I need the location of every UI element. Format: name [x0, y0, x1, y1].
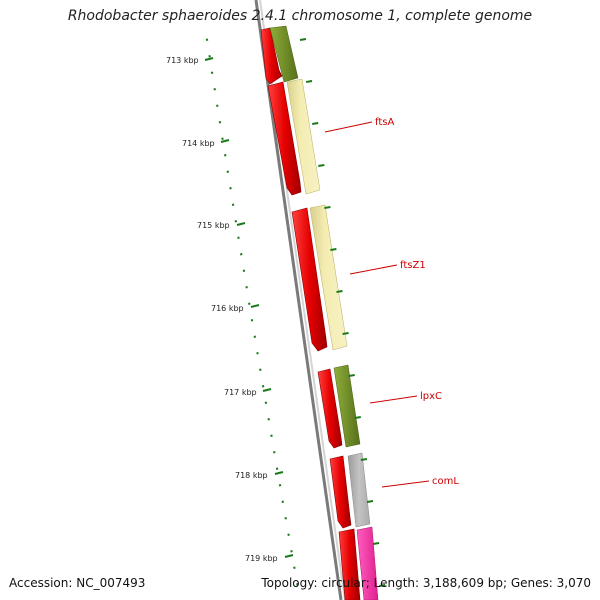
gene-block-ftsZ1	[309, 204, 348, 351]
ruler-minor-tick	[229, 187, 232, 190]
gene-label-ftsZ1: ftsZ1	[400, 260, 426, 271]
outer-ring-tick	[379, 584, 386, 587]
ruler-minor-tick	[296, 583, 299, 586]
gene-block-olive-top	[269, 25, 299, 83]
tick-label-716: 716 kbp	[211, 304, 244, 313]
ruler-minor-tick	[218, 121, 222, 124]
map-title: Rhodobacter sphaeroides 2.4.1 chromosome…	[67, 8, 533, 24]
cds-arrow-3	[291, 207, 328, 352]
major-tick-717	[262, 388, 272, 392]
ruler-minor-tick	[248, 302, 251, 305]
tick-label-719: 719 kbp	[245, 554, 278, 563]
gene-label-ftsA: ftsA	[375, 117, 394, 128]
ruler-minor-tick	[216, 104, 219, 107]
outer-ring-tick	[330, 248, 337, 251]
ruler-minor-tick	[253, 335, 257, 338]
ruler-minor-tick	[231, 203, 235, 206]
gene-block-comL	[347, 452, 371, 528]
ruler-minor-tick	[234, 220, 238, 223]
cds-arrow-6	[338, 528, 361, 600]
gene-block-ftsA	[286, 78, 321, 195]
gene-track-color	[269, 25, 379, 600]
ruler-minor-tick	[213, 88, 216, 91]
ruler-minor-ticks	[205, 38, 299, 586]
ruler-minor-tick	[210, 71, 214, 74]
outer-ring-tick	[372, 542, 380, 545]
tick-label-717: 717 kbp	[224, 388, 257, 397]
major-tick-715	[236, 222, 246, 226]
ruler-minor-tick	[239, 253, 243, 256]
ruler-minor-tick	[284, 517, 287, 520]
ruler-minor-tick	[267, 418, 270, 421]
outer-ring-tick	[336, 290, 343, 293]
tick-label-715: 715 kbp	[197, 221, 230, 230]
outer-ring-tick	[354, 416, 361, 419]
major-tick-714	[220, 139, 230, 143]
gene-block-magenta	[356, 526, 379, 600]
ruler-minor-tick	[250, 319, 254, 322]
cds-track-red	[260, 27, 361, 600]
outer-ring-tick	[305, 80, 313, 83]
gene-block-lpxC	[333, 364, 361, 448]
outer-ring-tick	[299, 38, 307, 41]
ruler-minor-tick	[223, 154, 227, 157]
ruler-minor-tick	[281, 500, 285, 503]
ruler-minor-tick	[290, 550, 293, 553]
ruler-minor-tick	[275, 467, 279, 470]
ruler-minor-tick	[264, 401, 268, 404]
major-tick-716	[250, 304, 260, 308]
ruler-minor-tick	[256, 352, 259, 355]
outer-ring-tick	[348, 374, 355, 377]
ruler-minor-tick	[221, 137, 224, 140]
label-line-comL	[381, 480, 430, 488]
ruler-minor-tick	[270, 434, 273, 437]
ruler-minor-tick	[293, 566, 296, 569]
ruler-minor-tick	[242, 269, 246, 272]
outer-ring-ticks	[299, 38, 386, 587]
ruler-minor-tick	[261, 385, 265, 388]
cds-arrow-2	[267, 81, 302, 196]
outer-ring-tick	[360, 458, 368, 461]
cds-arrow-5	[329, 455, 352, 529]
ruler-minor-tick	[208, 55, 211, 58]
outer-ring-tick	[342, 332, 349, 335]
ruler-minor-tick	[226, 170, 230, 173]
ruler-major-ticks: 713 kbp 714 kbp 715 kbp 716 kbp 717 kbp …	[166, 56, 294, 563]
outer-ring-tick	[312, 122, 319, 125]
gene-label-lpxC: lpxC	[420, 391, 442, 402]
major-tick-713	[204, 57, 214, 61]
gene-label-comL: comL	[432, 476, 459, 487]
ruler-minor-tick	[273, 451, 276, 454]
major-tick-718	[274, 471, 284, 475]
tick-label-718: 718 kbp	[235, 471, 268, 480]
outer-ring-tick	[366, 500, 374, 503]
ruler-minor-tick	[287, 533, 290, 536]
ruler-minor-tick	[245, 286, 248, 289]
label-line-ftsZ1	[349, 264, 398, 275]
label-line-ftsA	[324, 121, 373, 133]
tick-label-713: 713 kbp	[166, 56, 199, 65]
ruler-minor-tick	[278, 484, 282, 487]
major-tick-719	[284, 554, 294, 558]
accession-text: Accession: NC_007493	[9, 576, 146, 590]
label-line-lpxC	[369, 395, 418, 404]
outer-ring-tick	[324, 206, 331, 209]
ruler-minor-tick	[205, 38, 209, 41]
ruler-minor-tick	[259, 368, 262, 371]
tick-label-714: 714 kbp	[182, 139, 215, 148]
gene-labels: ftsA ftsZ1 lpxC comL	[324, 117, 459, 488]
outer-ring-tick	[318, 164, 325, 167]
ruler-minor-tick	[237, 236, 240, 239]
cds-arrow-4	[317, 368, 343, 449]
genome-summary-text: Topology: circular; Length: 3,188,609 bp…	[261, 576, 591, 590]
